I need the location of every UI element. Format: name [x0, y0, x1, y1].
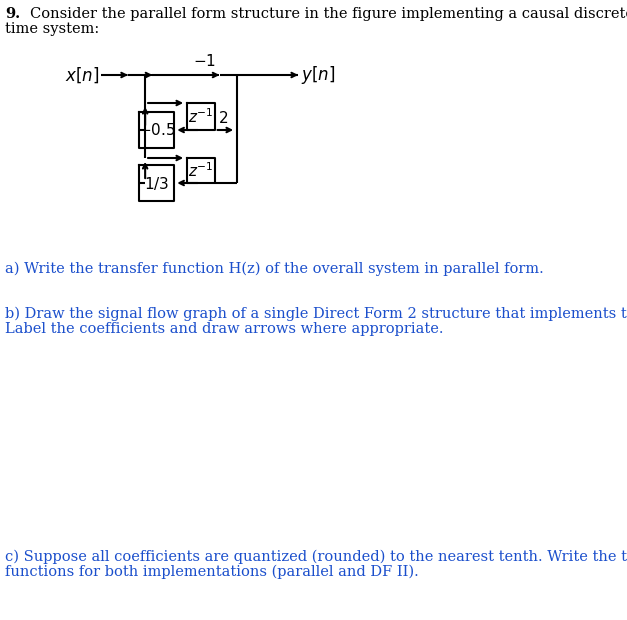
Text: $z^{-1}$: $z^{-1}$	[188, 107, 213, 126]
Text: b) Draw the signal flow graph of a single Direct Form 2 structure that implement: b) Draw the signal flow graph of a singl…	[5, 307, 627, 321]
Text: functions for both implementations (parallel and DF II).: functions for both implementations (para…	[5, 565, 419, 580]
Text: $1/3$: $1/3$	[144, 174, 169, 192]
Text: $z^{-1}$: $z^{-1}$	[188, 161, 213, 180]
Text: c) Suppose all coefficients are quantized (rounded) to the nearest tenth. Write : c) Suppose all coefficients are quantize…	[5, 550, 627, 564]
Text: $x[n]$: $x[n]$	[65, 65, 100, 85]
Text: Label the coefficients and draw arrows where appropriate.: Label the coefficients and draw arrows w…	[5, 322, 443, 336]
Text: $2$: $2$	[218, 110, 228, 126]
Text: 9.: 9.	[5, 7, 20, 21]
Text: $y[n]$: $y[n]$	[301, 64, 335, 86]
Text: time system:: time system:	[5, 22, 99, 36]
Text: a) Write the transfer function H(z) of the overall system in parallel form.: a) Write the transfer function H(z) of t…	[5, 262, 544, 277]
Text: $-0.5$: $-0.5$	[137, 122, 175, 138]
Text: $-1$: $-1$	[193, 53, 216, 69]
Text: Consider the parallel form structure in the figure implementing a causal discret: Consider the parallel form structure in …	[31, 7, 627, 21]
